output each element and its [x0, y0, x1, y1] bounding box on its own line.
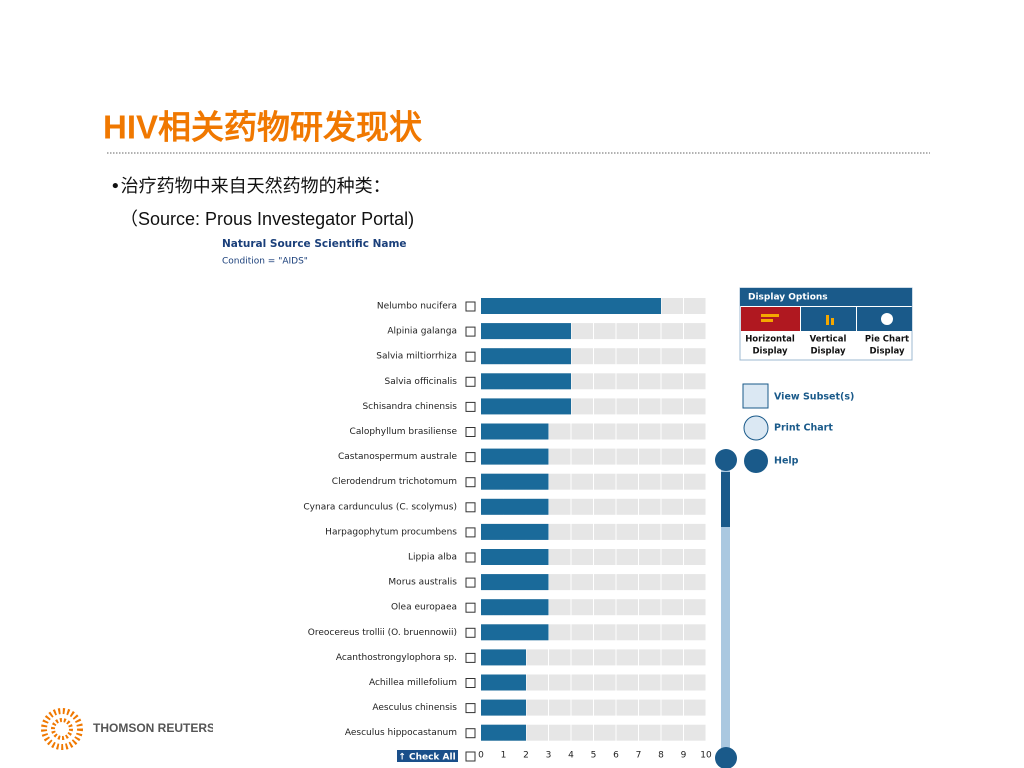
x-tick-label: 2 [523, 751, 529, 761]
category-label: Clerodendrum trichotomum [332, 477, 457, 487]
checkbox[interactable] [465, 477, 476, 488]
category-label: Alpinia galanga [387, 327, 457, 337]
scroll-up[interactable] [715, 449, 737, 471]
category-label: Castanospermum australe [338, 452, 457, 462]
source: （Source: Prous Investegator Portal) [120, 209, 414, 229]
bar [481, 448, 549, 465]
bar [481, 699, 526, 716]
category-label: Morus australis [388, 578, 457, 588]
scroll-down[interactable] [715, 747, 737, 768]
check-all-button[interactable] [397, 750, 458, 762]
help[interactable]: Help [774, 456, 799, 467]
subset-icon[interactable] [742, 383, 769, 409]
print-icon[interactable] [743, 415, 769, 441]
slide-title: HIV相关药物研发现状 [103, 109, 423, 146]
options-title: Display Options [748, 293, 828, 303]
bar [481, 373, 571, 390]
checkbox[interactable] [465, 376, 476, 387]
checkbox[interactable] [465, 678, 476, 688]
bar [481, 423, 549, 440]
x-tick-label: 6 [613, 751, 619, 761]
bar [481, 599, 549, 616]
checkbox[interactable] [465, 602, 476, 613]
category-label: Oreocereus trollii (O. bruennowii) [308, 628, 457, 638]
help-icon[interactable] [744, 449, 768, 473]
option-label[interactable]: Display [752, 347, 788, 357]
option-label[interactable]: Horizontal [745, 335, 795, 345]
chart-subtitle: Condition = "AIDS" [222, 257, 308, 267]
category-label: Salvia officinalis [385, 377, 458, 387]
category-label: Nelumbo nucifera [377, 302, 457, 312]
checkbox[interactable] [465, 427, 476, 437]
print-chart[interactable]: Print Chart [774, 423, 833, 434]
chart-title: Natural Source Scientific Name [222, 238, 407, 250]
logo: THOMSON REUTERS [41, 708, 215, 750]
category-label: Cynara cardunculus (C. scolymus) [303, 502, 457, 512]
display-options: Display Options [739, 287, 913, 361]
checkbox[interactable] [465, 326, 476, 337]
x-tick-label: 10 [700, 751, 712, 761]
bar [481, 624, 549, 641]
category-label: Acanthostrongylophora sp. [336, 653, 457, 663]
bar [481, 649, 526, 666]
checkbox[interactable] [465, 452, 476, 463]
category-label: Lippia alba [408, 553, 457, 563]
x-tick-label: 3 [546, 751, 552, 761]
bullet: •治疗药物中来自天然药物的种类： [110, 176, 391, 197]
category-label: Olea europaea [391, 603, 457, 613]
category-label: Schisandra chinensis [362, 402, 457, 412]
option-label[interactable]: Pie Chart [865, 335, 909, 345]
category-label: Calophyllum brasiliense [350, 427, 458, 437]
checkbox[interactable] [465, 552, 476, 563]
bar [481, 523, 549, 540]
x-tick-label: 1 [501, 751, 507, 761]
checkbox[interactable] [465, 728, 476, 739]
checkbox[interactable] [465, 751, 476, 762]
option-label[interactable]: Vertical [810, 335, 847, 345]
bar [481, 498, 549, 515]
bar [481, 549, 549, 565]
x-tick-label: 9 [681, 751, 687, 761]
checkbox[interactable] [465, 577, 476, 588]
view-subset[interactable]: View Subset(s) [774, 392, 854, 403]
bar [481, 574, 549, 591]
option-label[interactable]: Display [810, 347, 846, 357]
category-label: Achillea millefolium [369, 678, 457, 688]
scrollbar [715, 449, 737, 768]
checkbox[interactable] [465, 351, 476, 362]
checkbox[interactable] [465, 502, 476, 513]
option-label[interactable]: Display [869, 347, 905, 357]
checkbox[interactable] [465, 301, 476, 312]
category-label: Aesculus chinensis [372, 703, 457, 713]
x-tick-label: 7 [636, 751, 642, 761]
category-label: Aesculus hippocastanum [345, 728, 457, 738]
x-tick-label: 4 [568, 751, 574, 761]
checkbox[interactable] [465, 652, 476, 663]
bar [481, 674, 526, 691]
checkbox[interactable] [465, 527, 476, 538]
x-tick-label: 8 [658, 751, 664, 761]
logo-text: THOMSON REUTERS [93, 721, 215, 735]
bar [481, 473, 549, 490]
checkbox[interactable] [465, 401, 476, 412]
chart: Nelumbo nucifera Alpinia galanga Salvia mi… [303, 293, 712, 762]
bar [481, 724, 526, 741]
x-tick-label: 0 [478, 751, 484, 761]
category-label: Harpagophytum procumbens [325, 527, 457, 537]
bar [481, 323, 571, 340]
checkbox[interactable] [465, 703, 476, 714]
x-tick-label: 5 [591, 751, 597, 761]
bar [481, 398, 571, 415]
bar [481, 348, 571, 365]
category-label: Salvia miltiorrhiza [376, 352, 457, 362]
bar [481, 298, 661, 314]
check-all-label[interactable]: ↑ Check All [398, 753, 455, 763]
checkbox[interactable] [465, 627, 476, 638]
